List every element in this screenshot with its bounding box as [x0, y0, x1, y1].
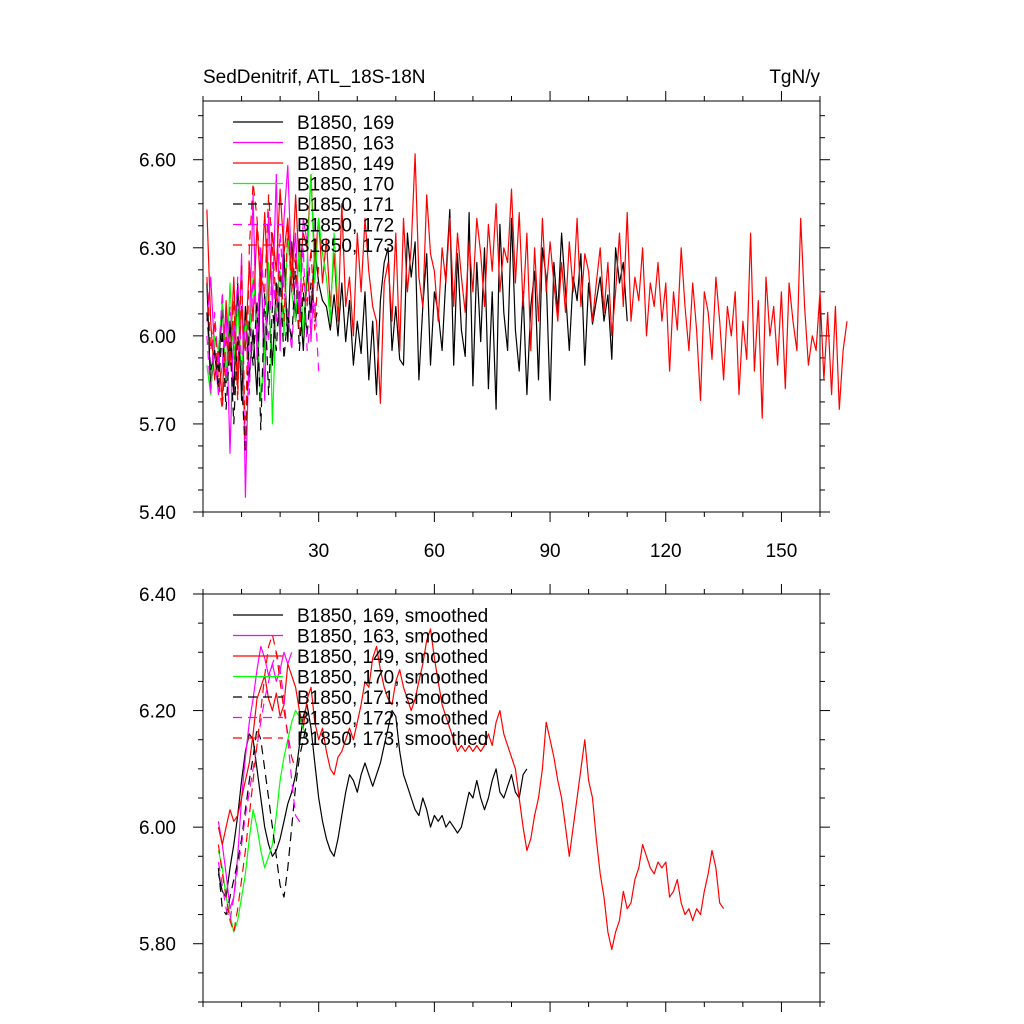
legend-label: B1850, 163, smoothed — [297, 627, 488, 648]
legend-label: B1850, 172, smoothed — [297, 709, 488, 730]
series-line-4 — [217, 709, 308, 933]
series-line-6 — [217, 651, 304, 922]
y-tick-label: 5.70 — [139, 415, 176, 436]
series-line-4 — [206, 173, 339, 425]
plot-frame — [202, 593, 821, 1003]
legend-label: B1850, 171, smoothed — [297, 688, 488, 709]
legend-label: B1850, 149 — [297, 154, 394, 175]
chart-title: SedDenitrif, ATL_18S-18N — [203, 67, 426, 88]
y-tick-label: 5.80 — [139, 935, 176, 956]
legend-label: B1850, 149, smoothed — [297, 647, 488, 668]
legend-label: B1850, 172 — [297, 216, 394, 237]
y-tick-label: 6.00 — [139, 818, 176, 839]
series-line-6 — [206, 232, 320, 396]
x-tick-label: 30 — [308, 541, 329, 562]
y-tick-label: 6.00 — [139, 327, 176, 348]
series-line-5 — [206, 261, 320, 454]
legend-label: B1850, 170, smoothed — [297, 668, 488, 689]
x-tick-label: 90 — [539, 541, 560, 562]
y-tick-label: 6.20 — [139, 702, 176, 723]
series-line-7 — [217, 634, 297, 933]
legend-label: B1850, 169 — [297, 113, 394, 134]
legend-label: B1850, 169, smoothed — [297, 606, 488, 627]
series-line-7 — [206, 182, 320, 448]
panel-top: 30 60 90 120 150 5.40 5.70 6.00 6.30 6.60 B1850, 1… — [139, 91, 848, 562]
legend-label: B1850, 173 — [297, 236, 394, 257]
legend-label: B1850, 170 — [297, 175, 394, 196]
y-tick-label: 5.40 — [139, 503, 176, 524]
series-line-1 — [217, 704, 528, 898]
y-tick-label: 6.40 — [139, 585, 176, 606]
x-tick-label: 60 — [424, 541, 445, 562]
series-line-2 — [217, 645, 293, 910]
legend-label: B1850, 173, smoothed — [297, 729, 488, 750]
legend-label: B1850, 163 — [297, 134, 394, 155]
x-tick-label: 120 — [650, 541, 682, 562]
units-label: TgN/y — [769, 67, 820, 88]
y-tick-label: 6.30 — [139, 239, 176, 260]
legend-label: B1850, 171 — [297, 195, 394, 216]
y-tick-label: 6.60 — [139, 151, 176, 172]
series-line-5 — [217, 722, 308, 916]
x-tick-label: 150 — [766, 541, 798, 562]
